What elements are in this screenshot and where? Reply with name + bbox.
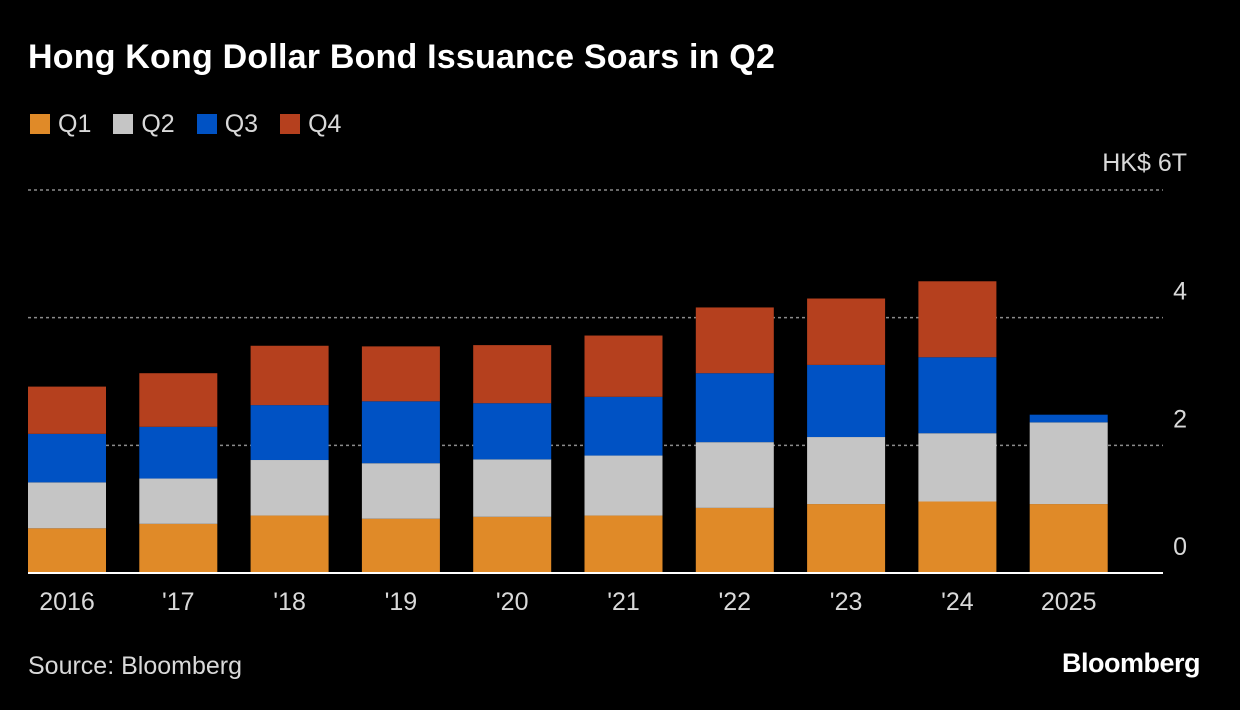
bar-segment-q3 [250,405,329,461]
bar-segment-q2 [807,437,886,505]
x-tick-label: '23 [830,588,863,616]
legend-swatch [30,114,50,134]
legend-swatch [280,114,301,134]
bar-segment-q3 [584,396,663,456]
bar-segment-q2 [28,482,106,529]
bloomberg-logo: Bloomberg [1061,648,1201,678]
bar-segment-q3 [28,433,106,483]
bar-segment-q1 [139,523,218,573]
bar-segment-q4 [695,307,774,374]
legend-item-q4: Q4 [280,110,341,139]
bar-segment-q4 [584,335,663,397]
bar-segment-q4 [807,298,886,365]
x-tick-label: '17 [162,588,195,616]
bar-segment-q2 [250,460,329,516]
legend-label: Q2 [141,109,175,138]
x-tick-label: '22 [719,588,752,616]
legend-label: Q4 [308,109,342,138]
x-tick-label: 2016 [39,588,95,616]
legend-label: Q1 [58,109,92,138]
bar-segment-q2 [473,459,552,517]
bar-segment-q4 [473,345,552,404]
bar-segment-q4 [361,346,440,402]
x-tick-label: '19 [385,588,418,616]
legend-item-q3: Q3 [196,109,259,139]
x-tick-label: '24 [941,588,974,616]
bar-segment-q3 [1029,414,1108,423]
bar-segment-q2 [361,463,440,519]
bar-segment-q4 [28,386,106,434]
bar-segment-q1 [473,516,552,573]
source-note: Source: Bloomberg [28,652,243,680]
bar-segment-q4 [250,345,329,406]
legend-item-q2: Q2 [113,109,175,139]
stacked-bar-chart: 0 2 4 HK$ 6T 2016 '17 '18 '19 '20 '21 '22 '23 '24 202… [28,149,1187,616]
x-tick-label: '20 [496,588,529,616]
bar-segment-q3 [807,364,886,438]
bar-segment-q3 [918,357,997,434]
legend-label: Q3 [224,109,259,138]
y-tick-label: 2 [1173,405,1187,433]
bar-segment-q3 [695,373,774,443]
bar-segment-q1 [250,515,329,573]
legend-swatch [113,114,134,134]
bar-segment-q1 [1029,504,1108,573]
bar-segment-q2 [918,433,997,502]
chart-title: Hong Kong Dollar Bond Issuance Soars in … [28,38,776,76]
x-tick-label: 2025 [1041,588,1097,616]
y-tick-label: HK$ 6T [1102,149,1187,177]
bar-segment-q3 [473,403,552,460]
x-tick-label: '18 [273,588,306,616]
bar-segment-q2 [584,455,663,516]
legend-item-q1: Q1 [30,110,91,139]
bar-segment-q1 [361,518,440,573]
bar-segment-q3 [139,426,218,479]
bar-segment-q1 [695,507,774,573]
bar-segment-q1 [807,504,886,573]
bar-segment-q1 [584,515,663,573]
bar-segment-q2 [695,442,774,508]
bar-segment-q2 [139,478,218,524]
bar-segment-q1 [918,501,997,573]
x-tick-label: '21 [607,588,640,616]
bar-segment-q2 [1029,422,1108,505]
bar-segment-q1 [28,528,106,573]
bar-segment-q3 [361,401,440,464]
bar-segment-q4 [139,373,218,427]
bar-segment-q4 [918,281,997,358]
chart-legend: Q1 Q2 Q3 Q4 [30,109,341,139]
legend-swatch [196,114,217,134]
y-tick-label: 4 [1173,278,1187,306]
y-tick-label: 0 [1173,533,1187,561]
